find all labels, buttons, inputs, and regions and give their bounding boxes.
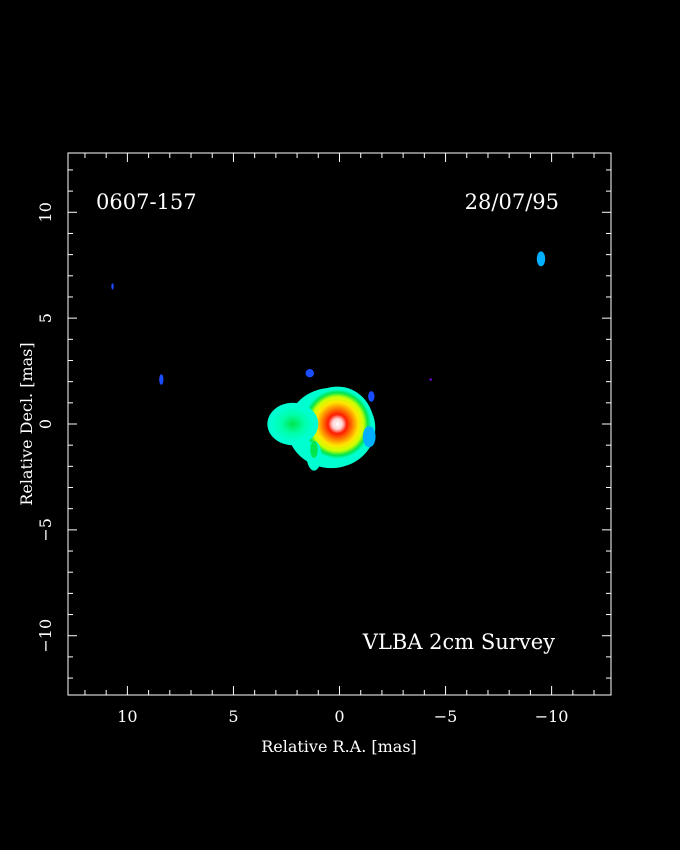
x-tick-label: 0 bbox=[334, 707, 344, 726]
component-knot-3 bbox=[362, 426, 376, 448]
y-tick-label: −10 bbox=[36, 619, 55, 653]
axis-ticks bbox=[68, 153, 611, 695]
x-tick-labels: 10 5 0 −5 −10 bbox=[117, 707, 568, 726]
component-jet bbox=[267, 402, 319, 446]
component-spot-1 bbox=[159, 374, 164, 385]
component-knot-1 bbox=[305, 368, 315, 378]
x-tick-label: 10 bbox=[117, 707, 137, 726]
emission-components bbox=[111, 251, 546, 471]
survey-label: VLBA 2cm Survey bbox=[362, 630, 555, 654]
y-tick-label: 0 bbox=[36, 419, 55, 429]
observation-date: 28/07/95 bbox=[465, 190, 559, 214]
x-axis-label: Relative R.A. [mas] bbox=[261, 737, 417, 756]
component-spot-4 bbox=[429, 378, 432, 381]
x-tick-label: 5 bbox=[228, 707, 238, 726]
component-spot-3 bbox=[536, 251, 546, 267]
y-tick-label: 10 bbox=[36, 202, 55, 222]
y-tick-labels: 10 5 0 −5 −10 bbox=[36, 202, 55, 653]
y-tick-label: −5 bbox=[36, 518, 55, 542]
y-axis-label: Relative Decl. [mas] bbox=[17, 342, 36, 505]
source-name: 0607-157 bbox=[96, 190, 197, 214]
x-tick-label: −10 bbox=[535, 707, 569, 726]
component-core bbox=[301, 386, 374, 462]
y-tick-label: 5 bbox=[36, 313, 55, 323]
component-spot-2 bbox=[111, 283, 114, 290]
component-jet-tail-inner bbox=[310, 440, 318, 458]
component-knot-2 bbox=[368, 391, 375, 402]
x-tick-label: −5 bbox=[434, 707, 458, 726]
